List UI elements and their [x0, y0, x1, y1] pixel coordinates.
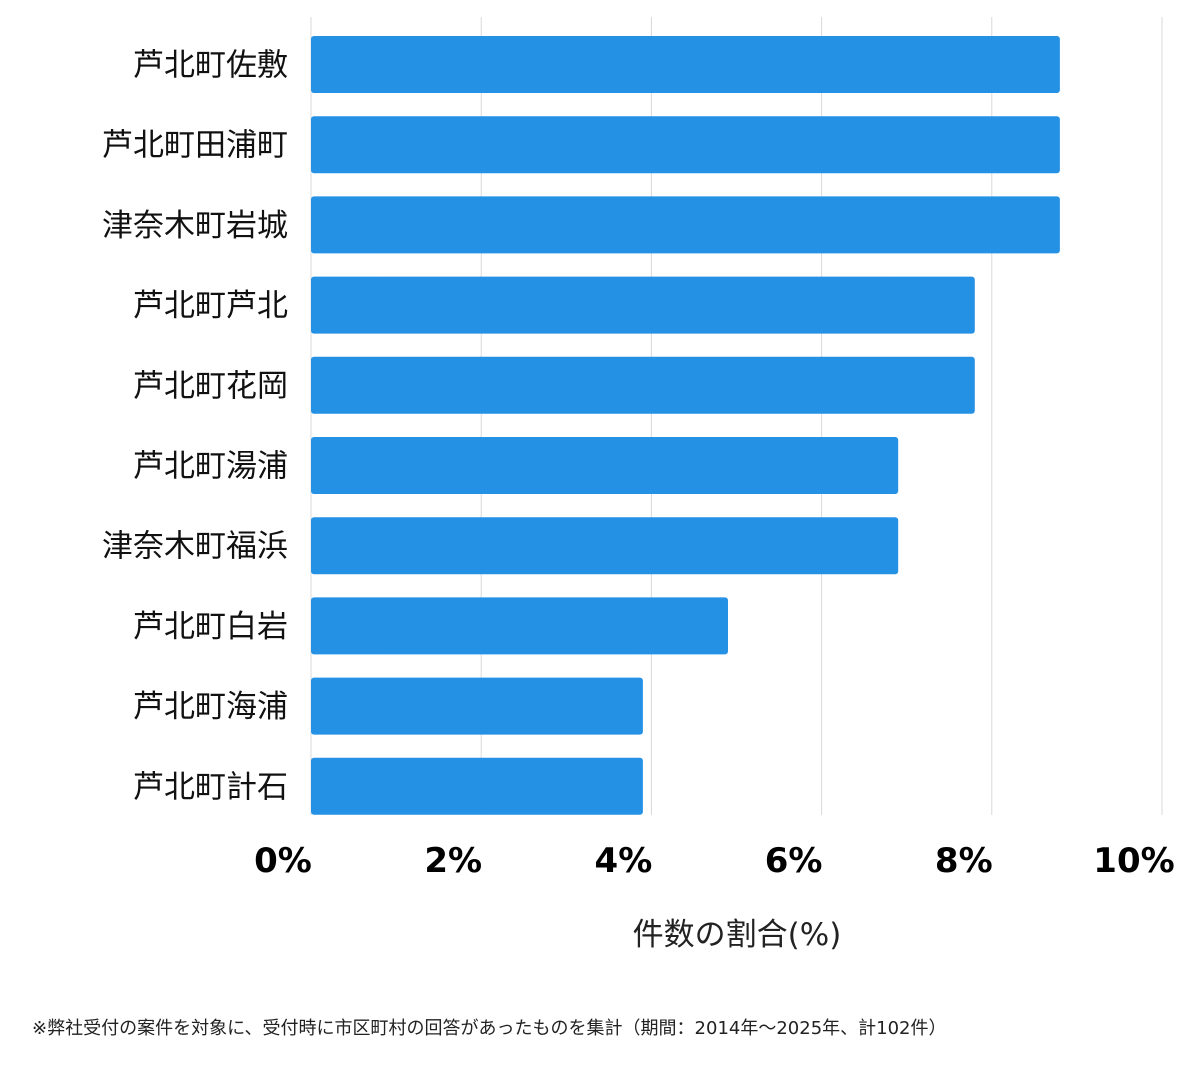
bar [311, 196, 1060, 254]
category-label: 芦北町白岩 [133, 609, 288, 645]
category-label: 芦北町芦北 [133, 288, 288, 324]
category-label: 芦北町花岡 [133, 368, 288, 404]
bar [311, 517, 899, 575]
x-tick-label: 2% [424, 841, 482, 881]
category-label: 芦北町田浦町 [102, 128, 288, 164]
category-labels: 芦北町佐敷芦北町田浦町津奈木町岩城芦北町芦北芦北町花岡芦北町湯浦津奈木町福浜芦北… [102, 48, 288, 806]
category-label: 津奈木町福浜 [102, 529, 288, 565]
category-label: 芦北町計石 [133, 769, 288, 805]
bar [311, 437, 899, 494]
x-tick-labels: 0% 2% 4% 6% 8% 10% [254, 841, 1175, 881]
bar [311, 677, 643, 735]
footnote: ※弊社受付の案件を対象に、受付時に市区町村の回答があったものを集計（期間：201… [32, 1018, 947, 1039]
x-tick-label: 8% [935, 841, 993, 881]
bar [311, 356, 975, 414]
category-label: 芦北町海浦 [133, 689, 288, 725]
x-tick-label: 6% [765, 841, 823, 881]
category-label: 芦北町佐敷 [133, 48, 288, 84]
category-label: 芦北町湯浦 [133, 449, 288, 485]
bar [311, 36, 1060, 93]
category-label: 津奈木町岩城 [102, 208, 288, 244]
x-axis-title: 件数の割合(%) [633, 917, 842, 953]
bar [311, 757, 643, 815]
bar [311, 597, 728, 655]
bar [311, 276, 975, 334]
x-tick-label: 4% [595, 841, 653, 881]
x-tick-label: 0% [254, 841, 312, 881]
x-tick-label: 10% [1093, 841, 1174, 881]
bars [311, 36, 1060, 815]
bar [311, 116, 1060, 174]
